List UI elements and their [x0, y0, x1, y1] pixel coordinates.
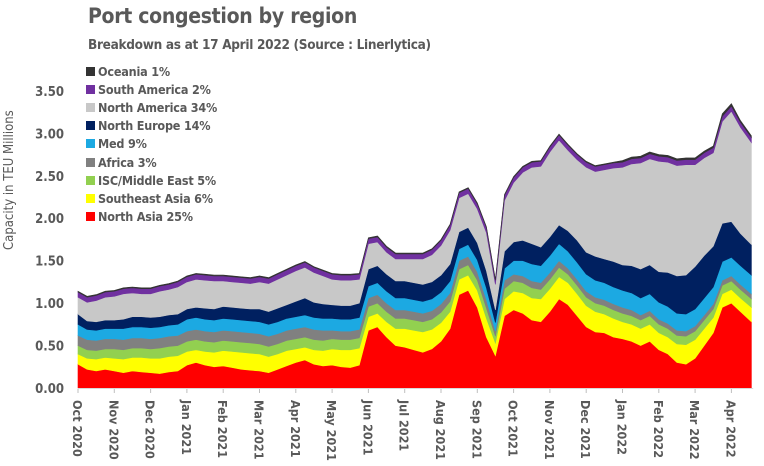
x-tick-label: Mar 2021	[252, 400, 267, 460]
legend: Oceania 1% South America 2% North America …	[86, 62, 217, 226]
x-tick-label: Apr 2022	[723, 400, 738, 458]
legend-swatch	[86, 157, 95, 167]
x-tick-label: Feb 2021	[215, 400, 230, 458]
y-tick-label: 1.50	[35, 255, 64, 270]
x-tick-label: Mar 2022	[687, 400, 702, 460]
chart-title: Port congestion by region	[88, 4, 357, 28]
legend-label: North America 34%	[98, 99, 218, 115]
x-tick-label: Jul 2021	[397, 399, 412, 451]
x-tick-label: Dec 2020	[143, 400, 158, 459]
area-oceania	[77, 103, 752, 298]
legend-label: North Asia 25%	[98, 209, 193, 225]
legend-item: Africa 3%	[86, 153, 217, 171]
legend-swatch	[86, 121, 95, 131]
x-tick-label: Sep 2021	[469, 400, 484, 459]
x-tick-label: Jun 2021	[360, 399, 375, 456]
x-tick-label: Oct 2021	[506, 400, 521, 457]
legend-swatch	[86, 212, 95, 222]
legend-swatch	[86, 102, 95, 112]
legend-label: Africa 3%	[98, 154, 157, 170]
x-tick-label: Jan 2022	[615, 399, 630, 455]
legend-swatch	[86, 139, 95, 149]
legend-label: Oceania 1%	[98, 63, 170, 79]
legend-item: North Europe 14%	[86, 117, 217, 135]
x-tick-label: May 2021	[324, 400, 339, 461]
y-axis-ticks: 0.00 0.50 1.00 1.50 2.00 2.50 3.00 3.50	[35, 85, 64, 397]
legend-item: Med 9%	[86, 135, 217, 153]
legend-swatch	[86, 66, 95, 76]
legend-label: ISC/Middle East 5%	[98, 172, 216, 188]
y-tick-label: 2.50	[35, 170, 64, 185]
x-tick-label: Aug 2021	[433, 400, 448, 460]
legend-swatch	[86, 175, 95, 185]
legend-item: Southeast Asia 6%	[86, 189, 217, 207]
x-tick-label: Nov 2020	[106, 400, 121, 460]
legend-item: North Asia 25%	[86, 208, 217, 226]
x-tick-label: Dec 2021	[578, 400, 593, 459]
y-tick-label: 0.50	[35, 340, 64, 355]
x-tick-label: Nov 2021	[542, 400, 557, 460]
legend-swatch	[86, 84, 95, 94]
x-tick-label: Jan 2021	[179, 399, 194, 455]
legend-item: South America 2%	[86, 80, 217, 98]
x-tick-label: Apr 2021	[288, 400, 303, 458]
y-tick-label: 3.00	[35, 127, 64, 142]
legend-label: North Europe 14%	[98, 118, 211, 134]
legend-label: Med 9%	[98, 136, 147, 152]
x-axis-ticks: Oct 2020 Nov 2020 Dec 2020 Jan 2021 Feb 2021…	[70, 388, 754, 461]
y-tick-label: 2.00	[35, 212, 64, 227]
y-tick-label: 0.00	[35, 382, 64, 397]
series-areas	[77, 103, 752, 389]
legend-label: Southeast Asia 6%	[98, 190, 213, 206]
chart-subtitle: Breakdown as at 17 April 2022 (Source : …	[88, 37, 431, 53]
legend-item: ISC/Middle East 5%	[86, 171, 217, 189]
legend-item: Oceania 1%	[86, 62, 217, 80]
x-tick-label: Oct 2020	[70, 400, 85, 457]
legend-item: North America 34%	[86, 98, 217, 116]
x-tick-label: Feb 2022	[651, 400, 666, 458]
legend-swatch	[86, 193, 95, 203]
legend-label: South America 2%	[98, 81, 211, 97]
y-tick-label: 3.50	[35, 85, 64, 100]
y-tick-label: 1.00	[35, 297, 64, 312]
